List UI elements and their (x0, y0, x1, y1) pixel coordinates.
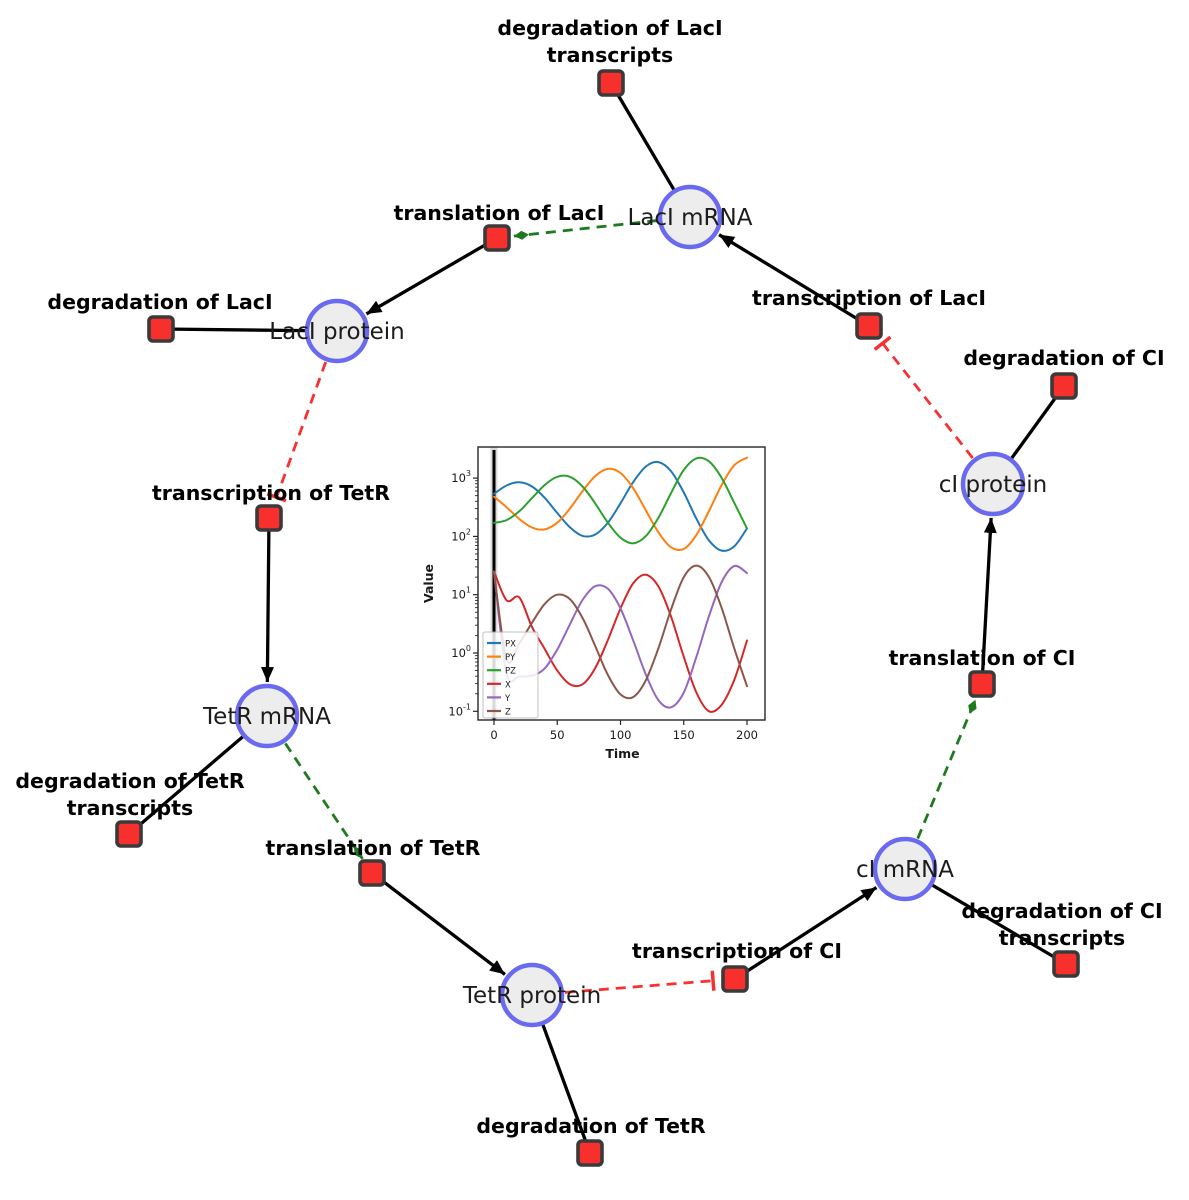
reaction-node-degradation-of-tetR (576, 1139, 604, 1167)
edge-production-translation-of-lacI--lacI-protein (365, 236, 498, 316)
edge-inhibition-tetR-protein--transcription-of-cI (564, 970, 716, 994)
species-label-tetR-protein: TetR protein (462, 983, 601, 1009)
series-PZ (493, 456, 748, 545)
x-tick-label-200: 200 (736, 728, 758, 742)
edge-consumption-lacI-mRNA--degradation-of-lacI-transcripts (609, 82, 677, 192)
reaction-node-degradation-of-tetR-transcripts (115, 820, 143, 848)
axis-ticks: 0 50 100 150 200 10-1 100 101 102 103 (448, 469, 758, 742)
edge-production-transcription-of-tetR--tetR-mRNA (260, 517, 274, 683)
reaction-node-degradation-of-lacI (147, 315, 175, 343)
species-node-tetR-protein (499, 962, 565, 1028)
series-PY (493, 456, 748, 552)
edge-production-transcription-of-lacI--lacI-mRNA (718, 233, 870, 328)
series-Z (493, 564, 748, 700)
reaction-node-translation-of-tetR (358, 859, 386, 887)
edge-production-transcription-of-cI--cI-mRNA (734, 886, 878, 981)
reaction-label-degradation-of-cI: degradation of CI (963, 346, 1164, 370)
x-axis-label: Time (605, 746, 639, 761)
edge-consumption-tetR-protein--degradation-of-tetR (540, 1022, 592, 1154)
edge-catalysis-lacI-mRNA--translation-of-lacI (513, 219, 658, 240)
y-axis-label: Value (421, 564, 436, 603)
axes-frame (477, 446, 766, 721)
legend-label-Z: Z (505, 708, 511, 718)
reaction-node-degradation-of-cI-transcripts (1052, 950, 1080, 978)
reaction-node-degradation-of-cI (1050, 372, 1078, 400)
species-node-cI-protein (960, 451, 1026, 517)
edge-inhibition-cI-protein--transcription-of-lacI (873, 335, 974, 459)
y-tick-label-1e3: 103 (451, 469, 471, 485)
reaction-label-degradation-of-lacI-transcripts: degradation of LacI (497, 16, 722, 40)
species-label-tetR-mRNA: TetR mRNA (202, 704, 331, 730)
y-tick-label-1e2: 102 (451, 527, 471, 543)
species-label-cI-mRNA: cI mRNA (856, 857, 954, 883)
edges (127, 82, 1067, 1154)
edge-consumption-lacI-protein--degradation-of-lacI (160, 327, 308, 333)
reaction-node-translation-of-cI (968, 670, 996, 698)
edge-production-translation-of-cI--cI-protein (980, 517, 997, 685)
species-node-lacI-protein (304, 298, 370, 364)
node-labels: degradation of LacI transcripts translatio… (15, 16, 1164, 1138)
nodes (115, 69, 1080, 1167)
reaction-node-transcription-of-cI (721, 965, 749, 993)
reaction-label-degradation-of-cI-transcripts-line2: transcripts (999, 926, 1126, 950)
legend-label-Y: Y (504, 694, 511, 704)
reaction-node-transcription-of-lacI (855, 312, 883, 340)
reaction-node-transcription-of-tetR (255, 504, 283, 532)
x-tick-label-100: 100 (610, 728, 632, 742)
edge-consumption-tetR-mRNA--degradation-of-tetR-transcripts (127, 734, 246, 836)
species-label-lacI-mRNA: LacI mRNA (628, 205, 753, 231)
legend-label-PY: PY (505, 653, 516, 663)
inset-chart: 0 50 100 150 20010-1100101102103TimeValuePXP… (420, 433, 787, 766)
x-tick-label-0: 0 (490, 728, 497, 742)
species-node-lacI-mRNA (657, 184, 723, 250)
edge-catalysis-cI-mRNA--translation-of-cI (916, 699, 977, 840)
reaction-label-degradation-of-tetR-transcripts-line2: transcripts (67, 796, 194, 820)
reaction-label-transcription-of-lacI: transcription of LacI (752, 286, 986, 310)
legend-label-PZ: PZ (505, 667, 516, 677)
reaction-label-degradation-of-tetR-transcripts: degradation of TetR (15, 769, 244, 793)
reaction-label-degradation-of-lacI: degradation of LacI (47, 290, 272, 314)
legend: PX PY PZ XYZ (482, 631, 539, 719)
species-label-cI-protein: cI protein (939, 472, 1048, 498)
species-node-tetR-mRNA (234, 683, 300, 749)
reaction-node-degradation-of-lacI-transcripts (597, 69, 625, 97)
reaction-label-degradation-of-cI-transcripts: degradation of CI (961, 899, 1162, 923)
edge-inhibition-lacI-protein--transcription-of-tetR (266, 361, 328, 503)
reaction-node-translation-of-lacI (483, 224, 511, 252)
reaction-label-transcription-of-tetR: transcription of TetR (152, 481, 390, 505)
reaction-label-degradation-of-lacI-transcripts-line2: transcripts (547, 43, 674, 67)
reaction-label-translation-of-tetR: translation of TetR (266, 836, 481, 860)
reaction-label-transcription-of-cI: transcription of CI (632, 939, 842, 963)
series-PX (493, 460, 748, 552)
edge-catalysis-tetR-mRNA--translation-of-tetR (284, 742, 364, 860)
species-label-lacI-protein: LacI protein (269, 319, 404, 345)
x-tick-label-150: 150 (673, 728, 695, 742)
legend-label-X: X (505, 680, 511, 690)
y-tick-label-1e1: 101 (451, 586, 471, 602)
edge-production-translation-of-tetR--tetR-protein (370, 871, 506, 976)
x-tick-label-50: 50 (550, 728, 565, 742)
species-node-cI-mRNA (872, 836, 938, 902)
reaction-label-degradation-of-tetR: degradation of TetR (476, 1114, 705, 1138)
reaction-label-translation-of-lacI: translation of LacI (394, 201, 605, 225)
y-tick-label-1e-1: 10-1 (448, 702, 471, 718)
legend-label-PX: PX (505, 640, 516, 650)
y-tick-label-1e0: 100 (451, 644, 471, 660)
edge-consumption-cI-mRNA--degradation-of-cI-transcripts (929, 882, 1067, 966)
reaction-label-translation-of-cI: translation of CI (889, 646, 1076, 670)
